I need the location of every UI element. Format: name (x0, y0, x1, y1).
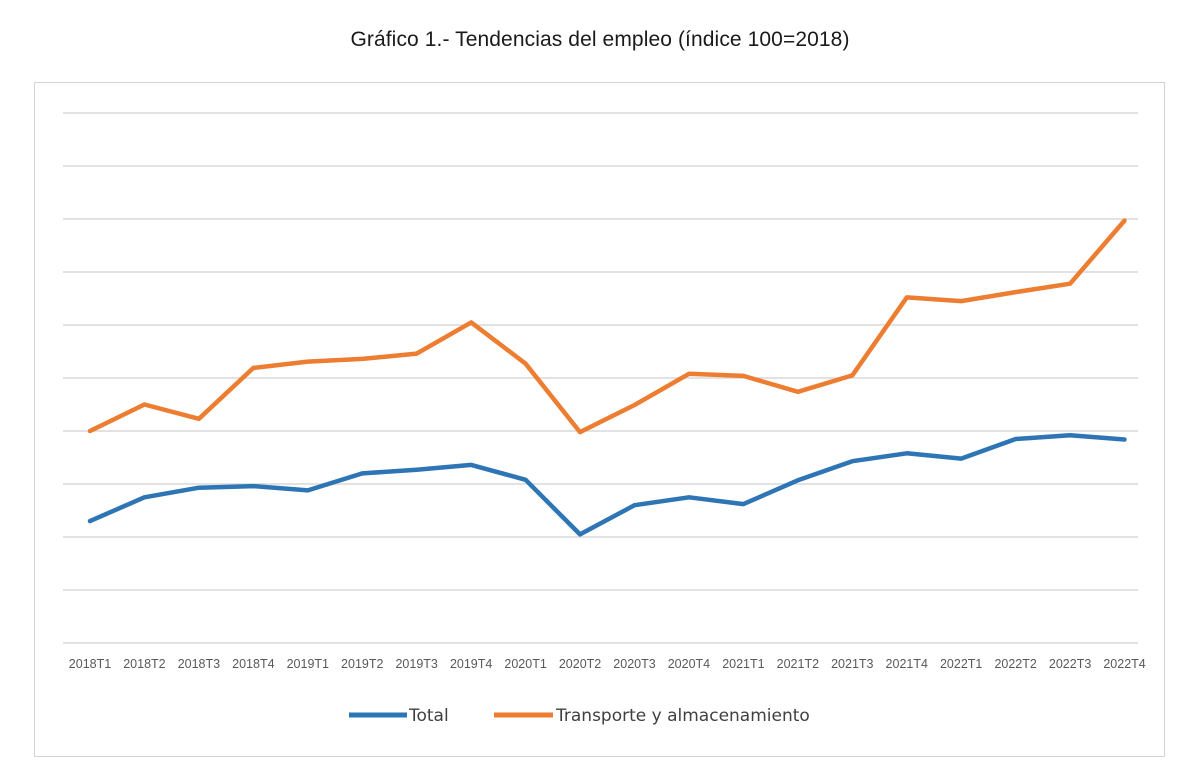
x-tick-label: 2021T4 (886, 657, 928, 671)
x-tick-label: 2021T2 (777, 657, 819, 671)
legend-label: Transporte y almacenamiento (555, 706, 810, 726)
series-lines (87, 218, 1127, 537)
x-tick-label: 2019T2 (341, 657, 383, 671)
legend-label: Total (408, 706, 449, 726)
x-tick-label: 2019T4 (450, 657, 492, 671)
series-line-transporte (87, 218, 1127, 435)
x-tick-label: 2022T4 (1103, 657, 1145, 671)
x-tick-label: 2020T2 (559, 657, 601, 671)
gridlines (63, 112, 1138, 644)
x-tick-label: 2019T1 (287, 657, 329, 671)
x-tick-label: 2022T1 (940, 657, 982, 671)
x-tick-label: 2021T1 (722, 657, 764, 671)
x-tick-label: 2018T2 (123, 657, 165, 671)
x-tick-label: 2020T1 (504, 657, 546, 671)
x-tick-label: 2020T3 (613, 657, 655, 671)
x-tick-label: 2018T4 (232, 657, 274, 671)
legend: Total Transporte y almacenamiento (349, 706, 810, 726)
x-tick-label: 2021T3 (831, 657, 873, 671)
x-tick-label: 2018T3 (178, 657, 220, 671)
x-tick-label: 2020T4 (668, 657, 710, 671)
x-tick-label: 2022T3 (1049, 657, 1091, 671)
chart-title: Gráfico 1.- Tendencias del empleo (índic… (350, 28, 850, 51)
chart-area (34, 82, 1165, 757)
series-line-total (87, 432, 1127, 537)
x-tick-label: 2019T3 (395, 657, 437, 671)
x-tick-label: 2022T2 (994, 657, 1036, 671)
x-tick-label: 2018T1 (69, 657, 111, 671)
x-axis-tick-labels: 2018T1 2018T2 2018T3 2018T4 2019T1 2019T2 2019… (69, 657, 1146, 671)
